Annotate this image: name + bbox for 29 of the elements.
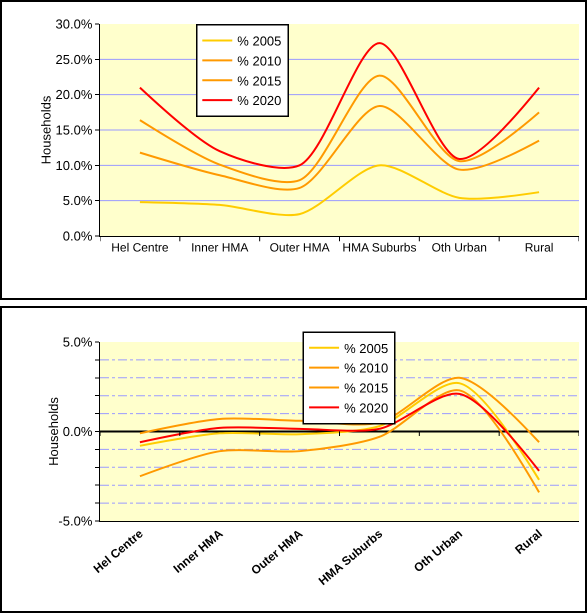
y-tick-label: 30.0%: [56, 16, 93, 32]
y-tick-label: 5.0%: [62, 193, 93, 208]
y-tick-label: 25.0%: [56, 52, 93, 67]
x-tick-label: Hel Centre: [111, 240, 169, 254]
line-series: [138, 164, 540, 216]
legend-label: % 2005: [344, 340, 388, 356]
y-tick-label: -5.0%: [58, 514, 93, 529]
legend-label: % 2020: [344, 400, 388, 416]
x-tick-label: Oth Urban: [432, 240, 487, 254]
y-tick-label: 0.0%: [62, 424, 93, 440]
x-tick-label: Inner HMA: [191, 240, 248, 254]
legend-label: % 2010: [344, 360, 388, 376]
y-axis-title: Households: [46, 396, 61, 466]
y-tick-label: 5.0%: [62, 334, 93, 350]
legend-label: % 2010: [237, 53, 282, 68]
y-axis-title: Households: [38, 95, 54, 164]
line-series: [138, 382, 540, 481]
x-tick-label: HMA Suburbs: [342, 240, 416, 254]
x-tick-label: Rural: [524, 240, 554, 254]
legend-label: % 2005: [237, 34, 282, 49]
x-tick-label: Outer HMA: [270, 240, 330, 254]
legend-label: % 2020: [237, 93, 282, 108]
y-tick-label: 15.0%: [56, 122, 93, 138]
legend-label: % 2015: [237, 73, 282, 88]
legend-label: % 2015: [344, 380, 388, 396]
y-tick-label: 20.0%: [56, 87, 93, 102]
y-tick-label: 0.0%: [62, 228, 93, 244]
y-tick-label: 10.0%: [56, 158, 93, 173]
line-series: [138, 392, 540, 472]
